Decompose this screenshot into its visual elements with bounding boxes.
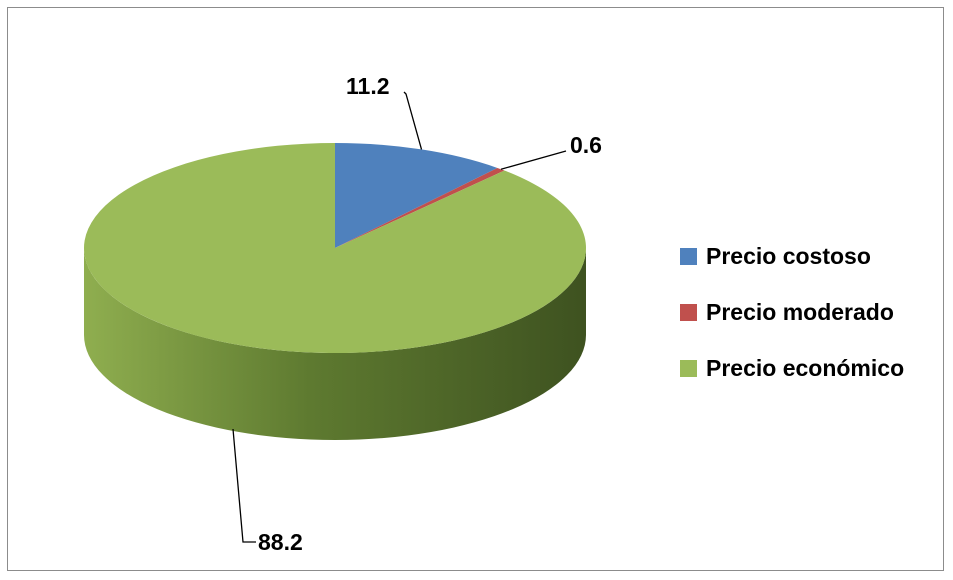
legend-label: Precio costoso (706, 242, 871, 269)
pie-side-wall (84, 248, 586, 440)
legend-swatch-precio-moderado (680, 303, 697, 321)
legend-swatch-precio-economico (680, 359, 697, 377)
legend-item-precio-costoso: Precio costoso (680, 228, 904, 284)
legend-item-precio-moderado: Precio moderado (680, 284, 904, 340)
legend-item-precio-economico: Precio económico (680, 340, 904, 396)
pie-slice-precio-economico (83, 143, 586, 354)
pie-side-economico (84, 248, 586, 440)
leader-line (500, 150, 567, 170)
data-label-precio-economico: 88.2 (258, 529, 303, 555)
legend-label: Precio moderado (706, 298, 894, 325)
data-label-precio-moderado: 0.6 (570, 132, 602, 158)
data-label-precio-costoso: 11.2 (346, 73, 390, 99)
legend-label: Precio económico (706, 354, 905, 381)
leader-line (403, 91, 423, 150)
pie-slices (83, 143, 586, 354)
pie-slice-precio-costoso (335, 143, 498, 248)
data-labels: 11.2 0.6 88.2 (232, 73, 602, 555)
legend-swatch-precio-costoso (680, 247, 697, 265)
pie-slice-precio-moderado (335, 167, 505, 248)
leader-line (232, 428, 256, 543)
legend: Precio costoso Precio moderado Precio ec… (680, 228, 904, 396)
